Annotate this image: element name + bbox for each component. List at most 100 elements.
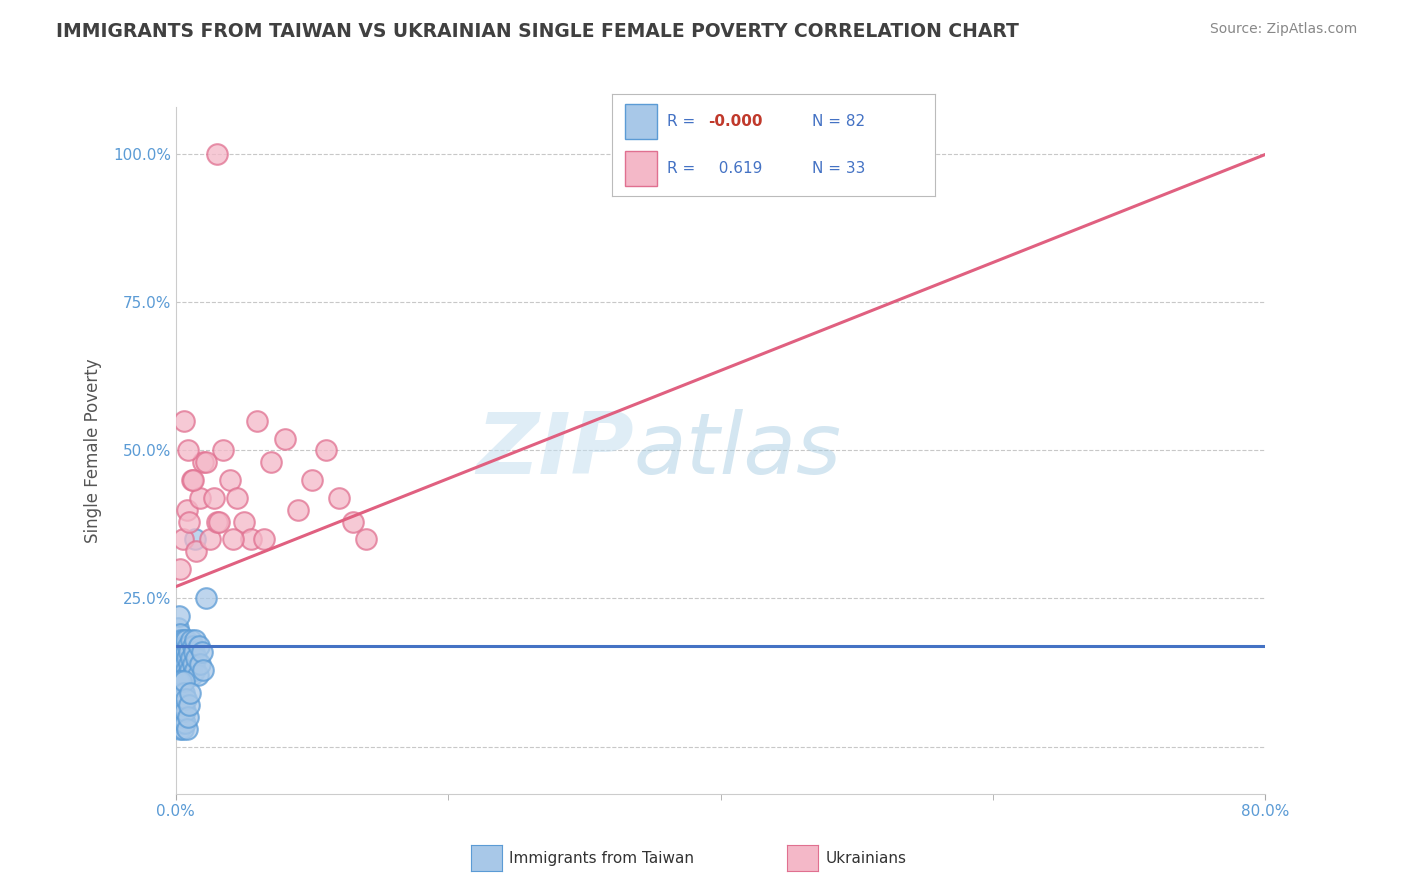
Point [169, 657, 191, 671]
Point [166, 645, 188, 659]
Point [169, 692, 191, 706]
Point [328, 491, 350, 505]
Text: atlas: atlas [633, 409, 841, 492]
Point [181, 668, 204, 682]
Point [173, 632, 195, 647]
Point [170, 645, 193, 659]
Point [177, 698, 200, 712]
Point [173, 668, 195, 682]
Point [226, 491, 249, 505]
Point [188, 657, 211, 671]
Point [222, 533, 245, 547]
Point [172, 692, 194, 706]
Point [173, 414, 195, 428]
Point [274, 432, 297, 446]
Point [166, 668, 188, 682]
Point [167, 609, 190, 624]
Point [174, 692, 197, 706]
Point [183, 473, 205, 487]
Text: R =: R = [666, 161, 700, 176]
Point [260, 455, 283, 469]
Point [186, 668, 209, 682]
Point [170, 632, 193, 647]
Point [205, 515, 228, 529]
Point [170, 663, 193, 677]
Bar [624, 104, 657, 139]
Point [177, 710, 200, 724]
Point [179, 645, 201, 659]
Point [165, 657, 187, 671]
Point [169, 674, 191, 689]
Point [232, 515, 254, 529]
Point [166, 681, 188, 695]
Point [186, 544, 208, 558]
Point [180, 650, 202, 665]
Point [186, 650, 208, 665]
Point [172, 668, 194, 682]
Point [342, 515, 364, 529]
Point [174, 657, 197, 671]
Point [170, 686, 193, 700]
Text: N = 82: N = 82 [813, 114, 865, 128]
Point [167, 686, 190, 700]
Point [167, 674, 190, 689]
Point [169, 710, 191, 724]
Point [172, 698, 194, 712]
Point [181, 639, 204, 653]
Point [167, 621, 190, 635]
Point [166, 704, 188, 718]
Text: Immigrants from Taiwan: Immigrants from Taiwan [509, 851, 695, 865]
Bar [624, 151, 657, 186]
Point [177, 657, 200, 671]
Point [198, 533, 221, 547]
Point [208, 515, 231, 529]
Point [188, 491, 211, 505]
Point [191, 663, 214, 677]
Point [184, 663, 207, 677]
Point [170, 715, 193, 730]
Point [212, 443, 235, 458]
Point [177, 443, 200, 458]
Y-axis label: Single Female Poverty: Single Female Poverty [84, 359, 101, 542]
Point [176, 632, 198, 647]
Point [169, 698, 191, 712]
Point [166, 681, 188, 695]
Point [166, 710, 188, 724]
Point [170, 674, 193, 689]
Point [173, 715, 195, 730]
Point [191, 455, 214, 469]
Point [301, 473, 323, 487]
Point [356, 533, 378, 547]
Point [184, 632, 207, 647]
Point [169, 562, 191, 576]
Point [177, 639, 200, 653]
Point [174, 645, 197, 659]
Point [172, 645, 194, 659]
Point [205, 147, 228, 161]
Point [166, 692, 188, 706]
Point [167, 639, 190, 653]
Point [287, 502, 309, 516]
Point [173, 686, 195, 700]
Point [179, 686, 201, 700]
Point [173, 650, 195, 665]
Point [194, 591, 217, 606]
Point [219, 473, 242, 487]
Point [172, 710, 194, 724]
Point [169, 704, 191, 718]
Point [174, 639, 197, 653]
Point [181, 473, 204, 487]
Text: ZIP: ZIP [475, 409, 633, 492]
Point [172, 533, 194, 547]
Text: IMMIGRANTS FROM TAIWAN VS UKRAINIAN SINGLE FEMALE POVERTY CORRELATION CHART: IMMIGRANTS FROM TAIWAN VS UKRAINIAN SING… [56, 22, 1019, 41]
Point [167, 698, 190, 712]
Point [167, 715, 190, 730]
Point [172, 657, 194, 671]
Point [246, 414, 269, 428]
Point [169, 722, 191, 736]
Text: -0.000: -0.000 [709, 114, 763, 128]
Point [166, 632, 188, 647]
Point [190, 645, 212, 659]
Point [179, 515, 201, 529]
Point [172, 722, 194, 736]
